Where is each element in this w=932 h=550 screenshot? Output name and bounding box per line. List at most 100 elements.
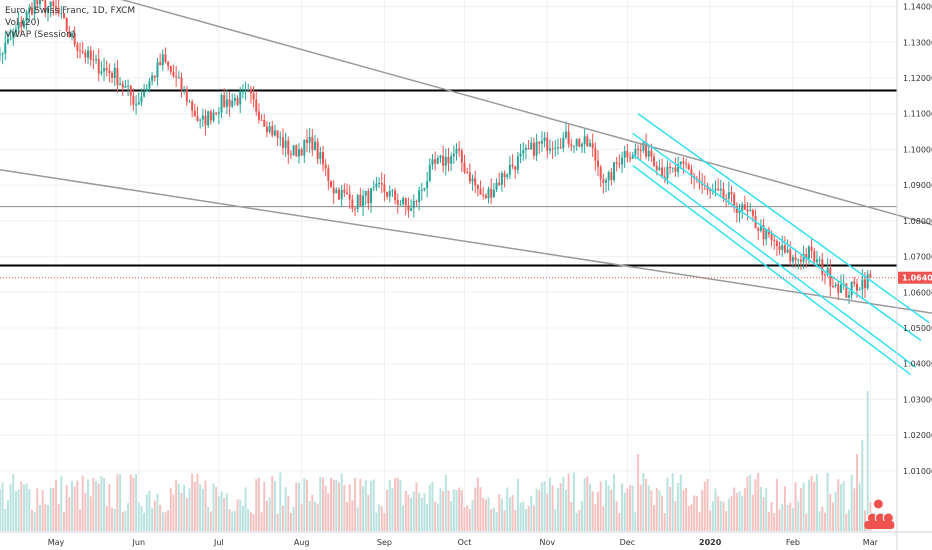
candle-body — [714, 188, 717, 191]
volume-bar — [618, 513, 621, 531]
candle-body — [589, 143, 591, 147]
event-badges[interactable] — [864, 498, 895, 529]
candle-body — [308, 136, 311, 143]
candle-body — [807, 246, 810, 259]
candle-body — [500, 173, 503, 185]
volume-bar — [426, 503, 429, 531]
volume-bar — [677, 482, 680, 531]
price-tick-label: 1.04000 — [903, 360, 932, 369]
volume-bar — [802, 482, 805, 531]
candle-body — [823, 274, 826, 276]
volume-bar — [599, 481, 602, 531]
volume-bar — [431, 481, 434, 531]
price-axis[interactable]: 1.14000 1.13000 1.12000 1.11000 1.10000 1.090… — [896, 0, 932, 550]
candle-body — [839, 284, 842, 293]
candle-body — [482, 194, 485, 196]
candle-body — [268, 126, 271, 132]
candle-body — [637, 148, 640, 150]
volume-bar — [233, 510, 236, 531]
volume-bar — [735, 493, 738, 531]
candle-body — [645, 142, 648, 157]
time-axis[interactable]: MayJunJulAugSepOctNovDec2020FebMarAprMay — [0, 531, 932, 547]
volume-bar — [308, 500, 311, 531]
volume-bar — [589, 483, 591, 531]
candle-body — [273, 130, 276, 136]
candle-body — [623, 150, 626, 158]
candle-body — [292, 145, 295, 156]
candle-body — [356, 194, 359, 210]
volume-bar — [791, 508, 794, 531]
candle-body — [121, 83, 124, 88]
candle-body — [383, 184, 386, 192]
volume-bar — [829, 494, 832, 531]
volume-bar — [613, 474, 616, 531]
volume-bar — [367, 494, 370, 531]
candle-body — [506, 174, 509, 178]
volume-bar — [375, 512, 378, 531]
volume-bar — [127, 503, 130, 531]
volume-bar — [474, 487, 477, 531]
candle-body — [845, 283, 848, 298]
volume-bar — [188, 488, 191, 531]
candle-body — [602, 179, 605, 183]
candle-body — [498, 182, 501, 185]
volume-bar — [586, 476, 589, 531]
candle-body — [41, 0, 44, 1]
volume-bar — [236, 499, 239, 531]
volume-bar — [682, 490, 685, 531]
vwap-indicator-label[interactable]: VWAP (Session) — [5, 30, 76, 40]
candle-body — [436, 158, 439, 164]
volume-bar — [701, 490, 704, 531]
volume-indicator-label[interactable]: Vol (20) — [5, 18, 40, 28]
candle-body — [407, 205, 410, 211]
volume-bar — [861, 440, 864, 531]
volume-bar — [482, 497, 485, 531]
volume-bar — [516, 478, 519, 531]
regression-channel[interactable] — [632, 113, 930, 376]
volume-bar — [105, 506, 108, 531]
volume-bar — [287, 496, 290, 531]
candle-body — [255, 99, 258, 112]
channel-line — [632, 132, 922, 342]
volume-bar — [111, 507, 114, 531]
candle-body — [38, 0, 41, 5]
volume-bar — [292, 506, 295, 531]
candle-body — [391, 190, 394, 192]
trend-lines[interactable] — [0, 0, 932, 321]
candle-body — [324, 164, 327, 169]
volume-bar — [108, 483, 111, 531]
candle-body — [797, 259, 800, 261]
candle-body — [191, 101, 194, 111]
candle-body — [30, 7, 33, 15]
candle-body — [519, 153, 522, 157]
candle-body — [634, 148, 637, 156]
volume-bar — [738, 491, 741, 531]
candle-body — [570, 144, 573, 147]
channel-line — [632, 154, 917, 368]
candle-body — [866, 274, 869, 289]
volume-bar — [522, 501, 525, 531]
candle-body — [241, 91, 244, 93]
candle-body — [287, 140, 290, 155]
candle-body — [770, 234, 773, 241]
volume-bar — [241, 505, 244, 531]
volume-bar — [685, 488, 688, 531]
candle-body — [412, 201, 415, 209]
symbol-title[interactable]: Euro / Swiss Franc, 1D, FXCM — [5, 6, 136, 16]
volume-bar — [356, 507, 359, 531]
candle-body — [503, 173, 506, 178]
volume-bar — [38, 504, 41, 531]
candle-body — [399, 203, 402, 205]
volume-bar — [837, 479, 840, 531]
volume-bar — [30, 509, 33, 531]
volume-bar — [773, 513, 776, 531]
volume-bar — [151, 508, 154, 531]
candle-body — [183, 88, 186, 90]
volume-bar — [196, 473, 199, 531]
candle-body — [463, 162, 466, 172]
volume-bar — [698, 512, 701, 531]
volume-bar — [255, 479, 258, 531]
candle-body — [597, 160, 600, 167]
last-price-label: 1.06408 — [902, 274, 932, 283]
